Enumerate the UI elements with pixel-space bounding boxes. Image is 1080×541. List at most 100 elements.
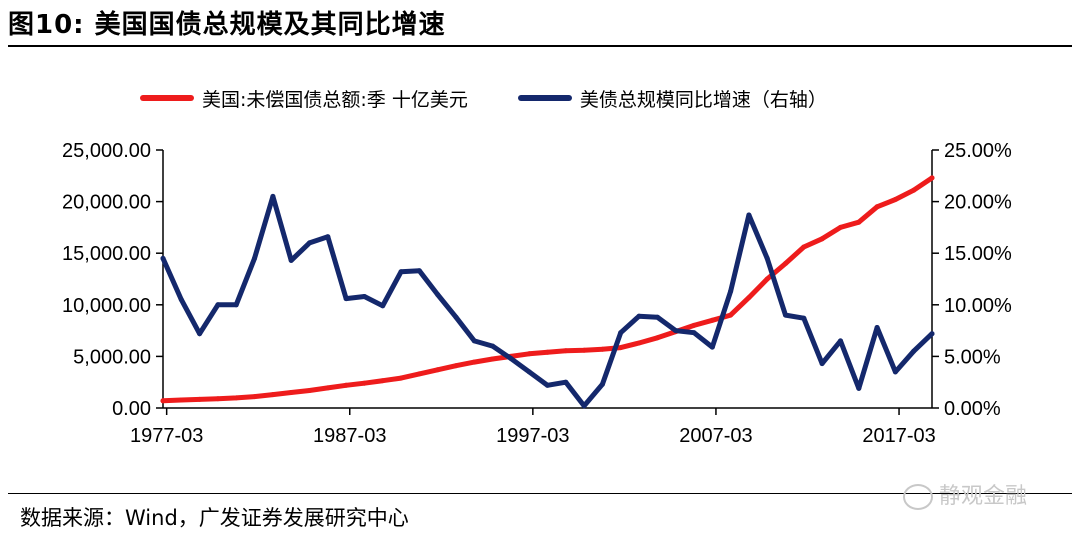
data-point-yoy-growth [252,255,257,261]
data-point-yoy-growth [453,314,459,320]
data-point-yoy-growth [380,303,386,309]
data-point-total-debt [545,349,550,355]
data-point-yoy-growth [581,403,587,409]
y-right-tick-label: 15.00% [944,243,1012,265]
data-point-yoy-growth [838,338,843,344]
data-point-total-debt [343,382,349,388]
data-point-yoy-growth [819,361,825,367]
data-point-yoy-growth [398,269,404,275]
legend-swatch-blue [517,95,572,101]
data-point-yoy-growth [892,369,898,375]
data-point-total-debt [746,295,752,301]
data-point-yoy-growth [526,369,532,375]
data-point-yoy-growth [783,312,788,318]
y-left-tick-label: 25,000.00 [62,140,151,162]
data-point-yoy-growth [416,268,422,274]
data-point-total-debt [892,197,898,202]
data-point-total-debt [398,375,404,381]
data-point-total-debt [453,363,459,369]
chart-legend: 美国:未偿国债总额:季 十亿美元 美债总规模同比增速（右轴） [140,84,871,112]
data-point-yoy-growth [343,296,349,302]
data-point-yoy-growth [563,379,569,385]
data-point-total-debt [361,380,367,386]
x-tick-label: 1977-03 [130,425,203,447]
data-point-yoy-growth [325,234,331,240]
data-point-yoy-growth [691,330,697,336]
data-point-total-debt [911,187,917,193]
y-right-tick-label: 10.00% [944,295,1012,317]
y-left-tick-label: 5,000.00 [73,346,151,368]
legend-label-red: 美国:未偿国债总额:季 十亿美元 [202,88,468,111]
data-point-yoy-growth [215,302,221,308]
data-point-total-debt [581,347,587,353]
x-tick-label: 2007-03 [679,425,752,447]
data-point-yoy-growth [801,315,807,321]
data-point-yoy-growth [508,356,514,361]
data-point-yoy-growth [764,255,770,261]
data-point-total-debt [819,236,825,242]
data-point-yoy-growth [618,330,624,336]
data-point-total-debt [783,261,788,266]
watermark-text: 静观金融 [939,484,1028,509]
data-point-yoy-growth [545,382,550,388]
data-point-total-debt [435,367,441,373]
data-point-total-debt [416,371,422,377]
data-point-total-debt [654,335,660,341]
data-point-yoy-growth [709,344,715,350]
data-point-yoy-growth [746,212,752,218]
data-point-total-debt [471,359,477,365]
watermark: 静观金融 [903,478,1027,510]
data-point-total-debt [728,312,734,318]
y-right-tick-label: 25.00% [944,140,1012,162]
legend-swatch-red [140,95,194,101]
data-point-total-debt [801,244,807,250]
wechat-icon [903,484,933,510]
data-point-yoy-growth [288,257,294,263]
data-point-yoy-growth [233,302,239,308]
data-point-yoy-growth [874,325,880,330]
data-point-yoy-growth [197,331,203,337]
data-point-total-debt [288,390,294,395]
y-left-tick-label: 0.00 [112,398,151,420]
x-tick-label: 1987-03 [313,425,386,447]
data-point-total-debt [178,397,184,403]
y-right-tick-label: 5.00% [944,346,1001,368]
data-point-total-debt [380,378,386,384]
title-rule [8,45,1072,47]
y-right-tick-label: 0.00% [944,398,1001,420]
data-point-yoy-growth [178,297,184,303]
data-point-total-debt [307,388,312,393]
data-point-total-debt [709,317,715,323]
data-point-yoy-growth [361,294,367,299]
data-point-total-debt [325,385,331,391]
y-left-tick-label: 15,000.00 [62,243,151,265]
data-point-total-debt [215,396,221,402]
data-point-total-debt [599,346,605,352]
data-point-total-debt [764,276,770,282]
data-point-total-debt [563,348,569,354]
data-point-total-debt [691,322,697,328]
data-point-total-debt [929,175,935,181]
data-point-yoy-growth [160,255,166,261]
data-point-total-debt [233,395,239,401]
data-point-yoy-growth [856,385,862,391]
series-line-yoy-growth [160,193,935,409]
data-point-total-debt [636,340,642,346]
data-point-yoy-growth [471,338,477,344]
data-point-yoy-growth [307,240,312,246]
data-point-yoy-growth [673,328,679,334]
data-point-total-debt [618,345,624,351]
data-point-total-debt [856,219,862,225]
data-point-total-debt [838,224,843,230]
data-point-yoy-growth [435,292,441,297]
data-point-yoy-growth [654,314,660,320]
legend-item-red: 美国:未偿国债总额:季 十亿美元 [140,85,468,112]
data-point-total-debt [197,396,203,402]
legend-label-blue: 美债总规模同比增速（右轴） [579,88,827,111]
x-tick-label: 2017-03 [862,425,935,447]
data-point-yoy-growth [270,193,276,199]
y-left-tick-label: 20,000.00 [62,192,151,214]
x-tick-label: 1997-03 [496,425,569,447]
data-point-yoy-growth [636,313,642,319]
